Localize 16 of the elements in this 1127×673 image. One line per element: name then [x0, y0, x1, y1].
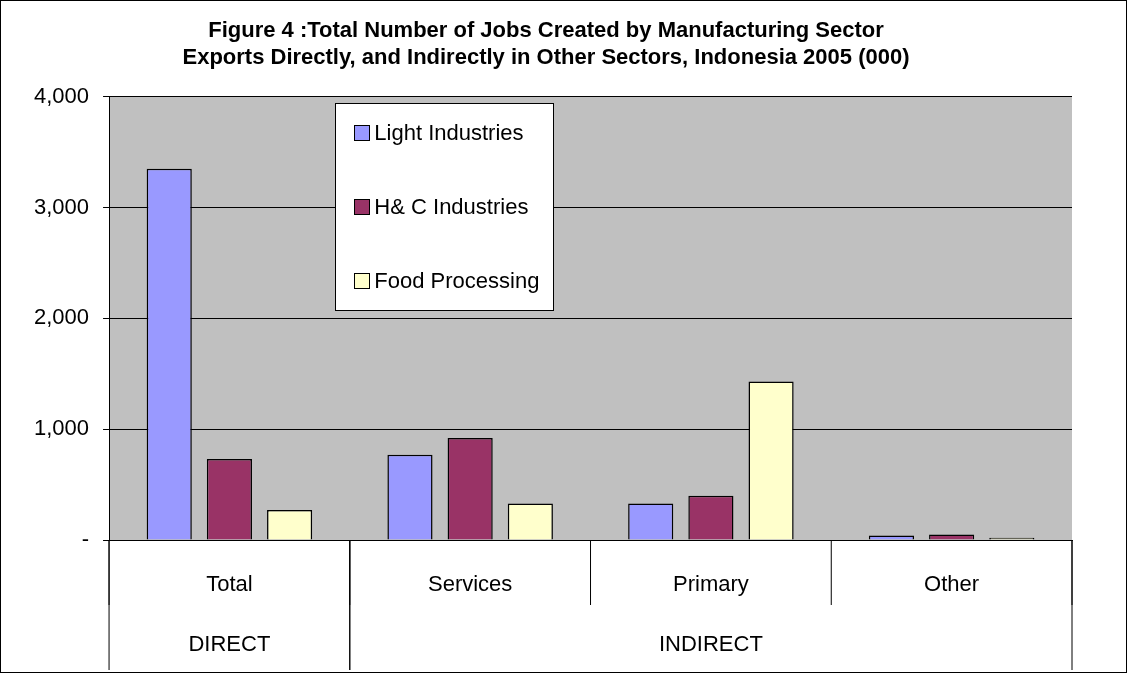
y-tick-label: 1,000: [33, 415, 90, 441]
text: Figure 4 :Total Number of Jobs Created by Manufacturing Sector: [208, 17, 884, 43]
y-tick-label: 3,000: [33, 193, 90, 219]
text: DIRECT: [188, 631, 271, 657]
legend-label: Food Processing: [374, 267, 540, 294]
x-tick-label: Services: [427, 571, 513, 597]
x-tick-label: Total: [206, 571, 253, 597]
x-tick-label: Other: [924, 571, 980, 597]
text: Exports Directly, and Indirectly in Other Sectors, Indonesia 2005 (000): [182, 43, 910, 69]
y-tick-label: 4,000: [33, 82, 90, 108]
y-tick-label: -: [81, 526, 90, 552]
x-tick-label: Primary: [673, 571, 749, 597]
legend-label: Light Industries: [374, 119, 524, 146]
y-tick-label: 2,000: [33, 304, 90, 330]
text: INDIRECT: [658, 631, 763, 657]
legend-label: H& C Industries: [374, 193, 529, 220]
